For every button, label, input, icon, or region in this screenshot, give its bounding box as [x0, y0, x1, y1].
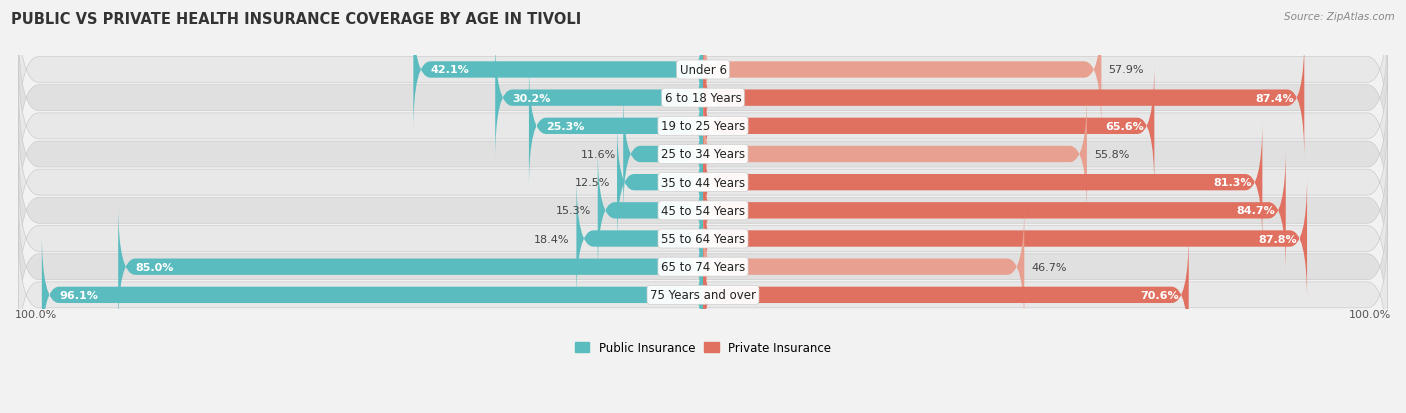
- Text: 100.0%: 100.0%: [15, 309, 58, 319]
- FancyBboxPatch shape: [703, 121, 1263, 245]
- Text: 85.0%: 85.0%: [135, 262, 174, 272]
- Text: 87.4%: 87.4%: [1256, 93, 1294, 103]
- FancyBboxPatch shape: [598, 149, 703, 273]
- FancyBboxPatch shape: [18, 27, 1388, 170]
- Text: 35 to 44 Years: 35 to 44 Years: [661, 176, 745, 189]
- FancyBboxPatch shape: [703, 177, 1308, 301]
- Text: 81.3%: 81.3%: [1213, 178, 1251, 188]
- FancyBboxPatch shape: [703, 149, 1285, 273]
- FancyBboxPatch shape: [623, 93, 703, 217]
- Legend: Public Insurance, Private Insurance: Public Insurance, Private Insurance: [571, 337, 835, 359]
- Text: 30.2%: 30.2%: [512, 93, 551, 103]
- Text: 42.1%: 42.1%: [430, 65, 470, 75]
- FancyBboxPatch shape: [18, 0, 1388, 142]
- FancyBboxPatch shape: [413, 8, 703, 133]
- Text: 15.3%: 15.3%: [555, 206, 591, 216]
- Text: 84.7%: 84.7%: [1237, 206, 1275, 216]
- FancyBboxPatch shape: [18, 224, 1388, 366]
- FancyBboxPatch shape: [703, 233, 1188, 357]
- Text: 87.8%: 87.8%: [1258, 234, 1296, 244]
- FancyBboxPatch shape: [495, 36, 703, 161]
- Text: 46.7%: 46.7%: [1031, 262, 1067, 272]
- FancyBboxPatch shape: [18, 83, 1388, 226]
- FancyBboxPatch shape: [18, 196, 1388, 338]
- Text: 25 to 34 Years: 25 to 34 Years: [661, 148, 745, 161]
- Text: 100.0%: 100.0%: [1348, 309, 1391, 319]
- Text: 65 to 74 Years: 65 to 74 Years: [661, 261, 745, 273]
- Text: Source: ZipAtlas.com: Source: ZipAtlas.com: [1284, 12, 1395, 22]
- FancyBboxPatch shape: [703, 205, 1025, 329]
- Text: 70.6%: 70.6%: [1140, 290, 1178, 300]
- Text: 96.1%: 96.1%: [59, 290, 98, 300]
- Text: PUBLIC VS PRIVATE HEALTH INSURANCE COVERAGE BY AGE IN TIVOLI: PUBLIC VS PRIVATE HEALTH INSURANCE COVER…: [11, 12, 582, 27]
- Text: 57.9%: 57.9%: [1108, 65, 1143, 75]
- FancyBboxPatch shape: [703, 36, 1305, 161]
- Text: 55.8%: 55.8%: [1094, 150, 1129, 159]
- FancyBboxPatch shape: [18, 55, 1388, 198]
- Text: 19 to 25 Years: 19 to 25 Years: [661, 120, 745, 133]
- FancyBboxPatch shape: [576, 177, 703, 301]
- FancyBboxPatch shape: [529, 64, 703, 189]
- FancyBboxPatch shape: [617, 121, 703, 245]
- Text: 45 to 54 Years: 45 to 54 Years: [661, 204, 745, 217]
- FancyBboxPatch shape: [703, 93, 1087, 217]
- Text: 12.5%: 12.5%: [575, 178, 610, 188]
- Text: 11.6%: 11.6%: [581, 150, 616, 159]
- FancyBboxPatch shape: [703, 8, 1101, 133]
- FancyBboxPatch shape: [18, 140, 1388, 282]
- FancyBboxPatch shape: [118, 205, 703, 329]
- FancyBboxPatch shape: [703, 64, 1154, 189]
- Text: 6 to 18 Years: 6 to 18 Years: [665, 92, 741, 105]
- FancyBboxPatch shape: [18, 112, 1388, 254]
- FancyBboxPatch shape: [18, 168, 1388, 310]
- Text: Under 6: Under 6: [679, 64, 727, 77]
- FancyBboxPatch shape: [42, 233, 703, 357]
- Text: 25.3%: 25.3%: [546, 121, 585, 131]
- Text: 18.4%: 18.4%: [534, 234, 569, 244]
- Text: 55 to 64 Years: 55 to 64 Years: [661, 233, 745, 245]
- Text: 75 Years and over: 75 Years and over: [650, 289, 756, 301]
- Text: 65.6%: 65.6%: [1105, 121, 1144, 131]
